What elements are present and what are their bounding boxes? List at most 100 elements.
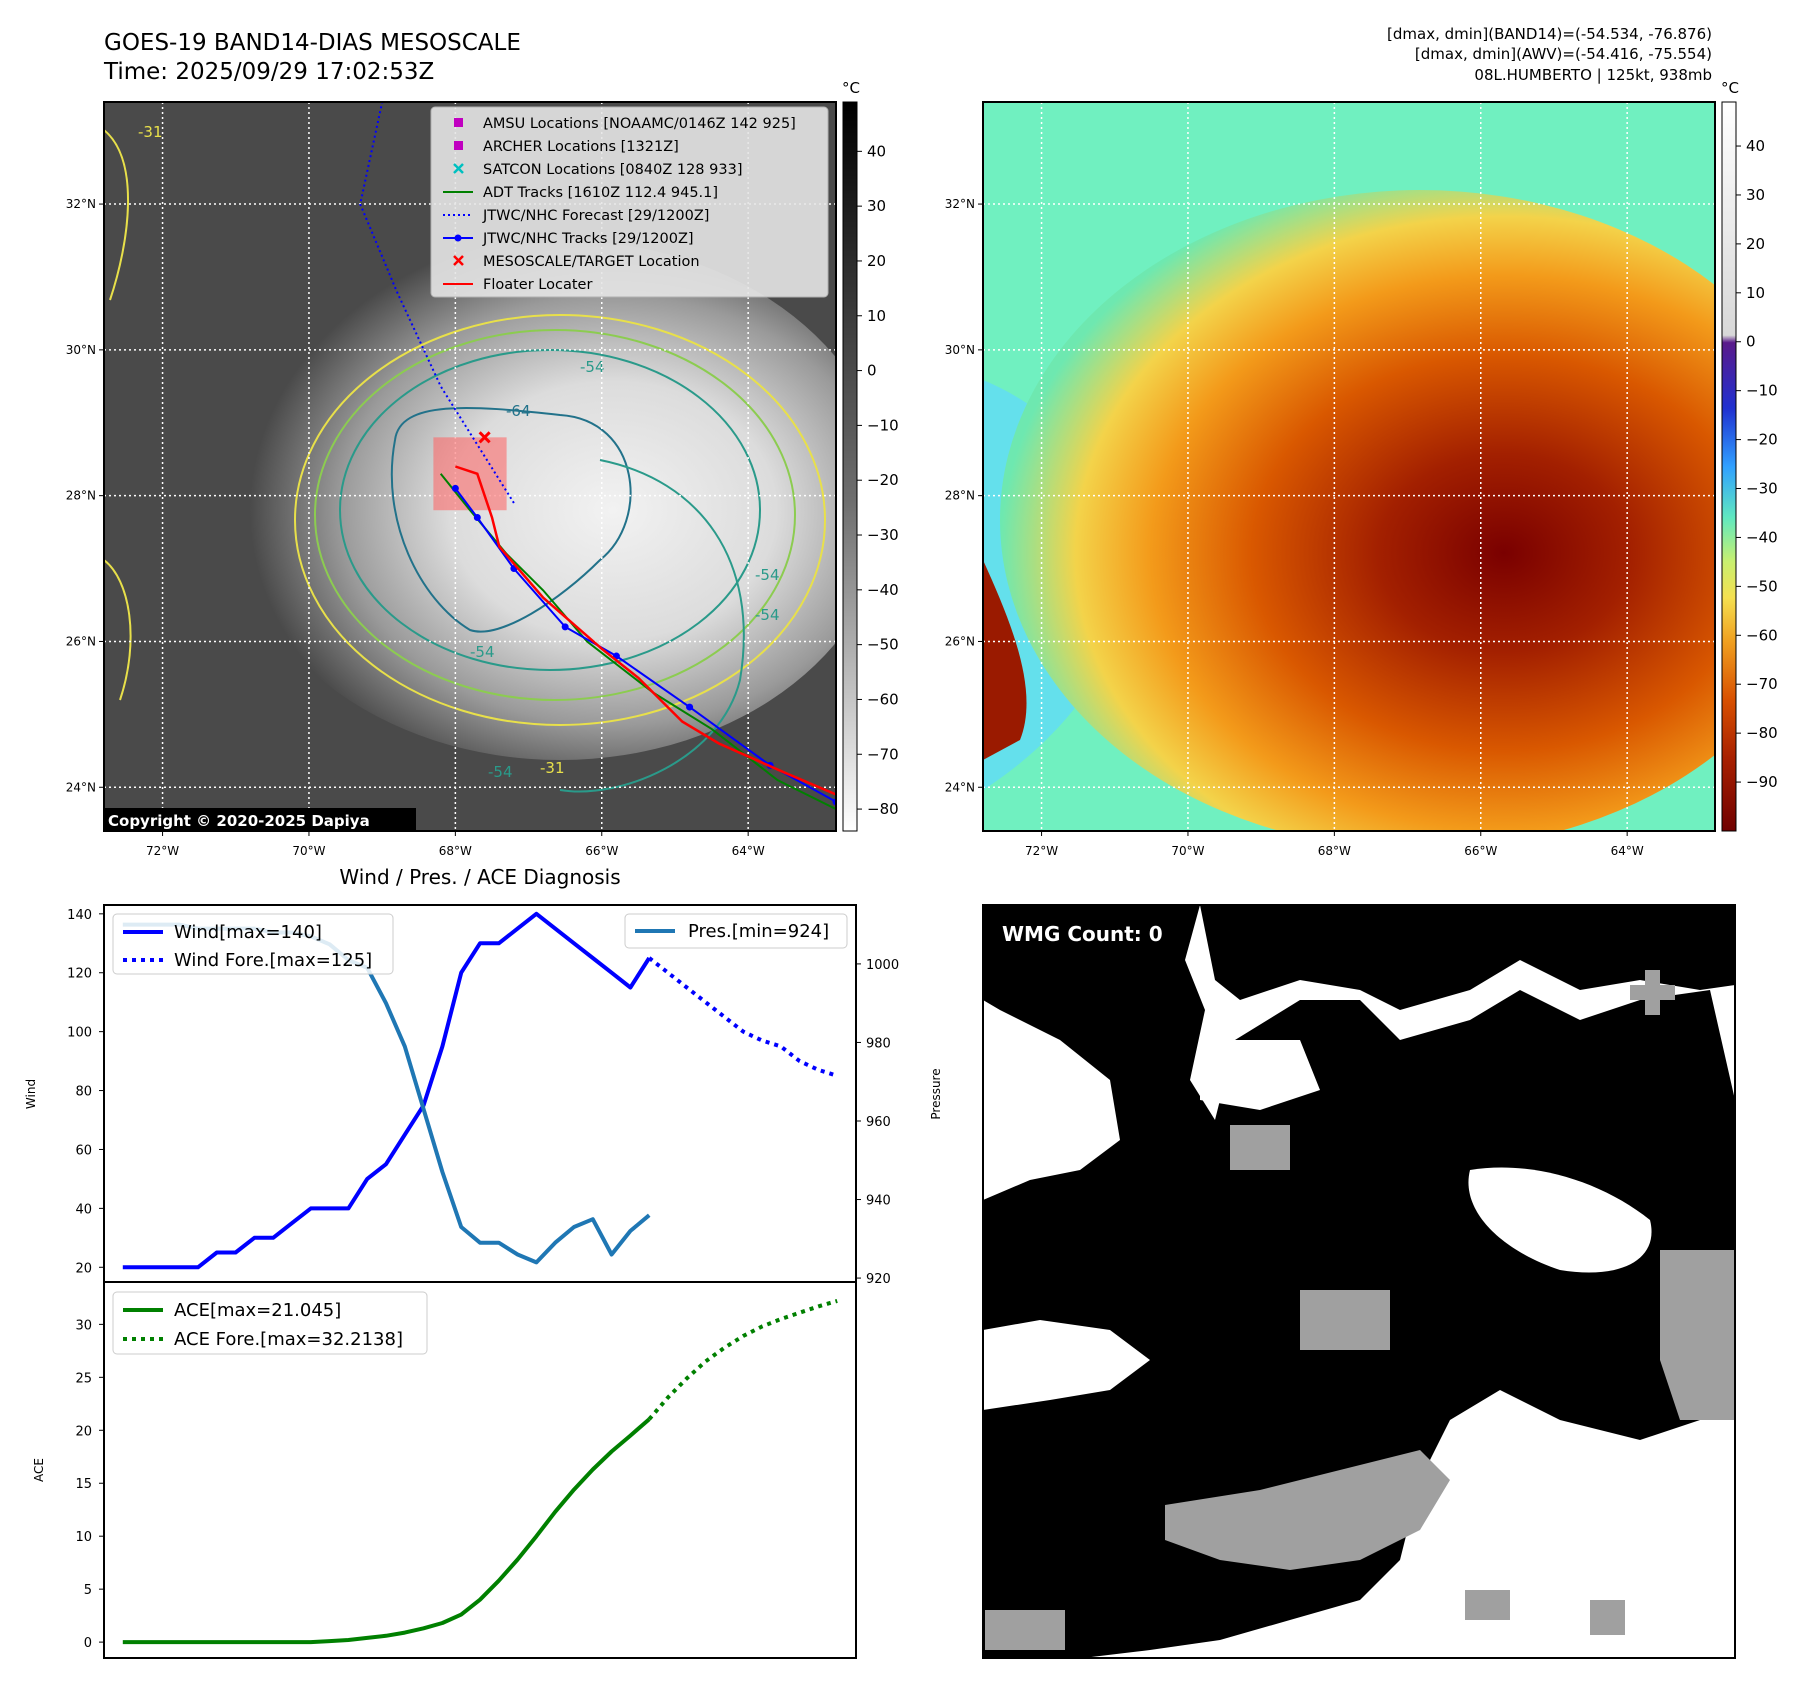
colorbar-tick-label: 30 bbox=[1746, 186, 1765, 204]
colorbar-tick-label: −50 bbox=[867, 636, 899, 654]
legend-label: ARCHER Locations [1321Z] bbox=[483, 139, 679, 155]
contour-label: -54 bbox=[755, 606, 780, 624]
colorbar-tick-label: −40 bbox=[867, 581, 899, 599]
colorbar-tick-label: −40 bbox=[1746, 528, 1778, 546]
jtwc-track-point bbox=[473, 514, 481, 522]
ace-axis-tick-label: 5 bbox=[84, 1583, 92, 1598]
info-band14: [dmax, dmin](BAND14)=(-54.534, -76.876) bbox=[1387, 25, 1712, 43]
pressure-ylabel: Pressure bbox=[929, 1068, 943, 1119]
wmg-gray-patch-2 bbox=[1300, 1290, 1390, 1350]
colorbar-tick-label: 40 bbox=[1746, 137, 1765, 155]
awv-lat-tick-label: 32°N bbox=[945, 197, 975, 211]
pressure-axis-tick-label: 920 bbox=[866, 1272, 891, 1287]
ir-lat-tick-label: 28°N bbox=[66, 489, 96, 503]
target-marker bbox=[478, 431, 491, 444]
colorbar-tick-label: 30 bbox=[867, 197, 886, 215]
awv-colorbar-ticks: 40 30 20 10 0 −10 −20 −30 −40 −50 −60 −70 −80 −90 bbox=[1736, 137, 1778, 791]
ace-axis-tick-label: 0 bbox=[84, 1636, 92, 1651]
colorbar-tick-label: −30 bbox=[1746, 480, 1778, 498]
ace-ylabel: ACE bbox=[32, 1458, 46, 1482]
wind-legend-label: Wind[max=140] bbox=[174, 922, 322, 943]
wmg-gray-band bbox=[1165, 1450, 1450, 1570]
wmg-black-region-top bbox=[1200, 905, 1735, 1010]
ir-contour-band bbox=[559, 459, 745, 793]
floater-box bbox=[433, 437, 507, 511]
contour-label: -54 bbox=[755, 566, 780, 584]
ir-contour-outer bbox=[294, 314, 826, 726]
wmg-gray-patch-1 bbox=[1230, 1125, 1290, 1170]
legend-marker-x bbox=[453, 255, 464, 266]
ir-lon-tick-label: 64°W bbox=[732, 844, 765, 858]
info-storm: 08L.HUMBERTO | 125kt, 938mb bbox=[1474, 66, 1712, 84]
wind-axis-tick-label: 140 bbox=[67, 908, 92, 923]
info-awv: [dmax, dmin](AWV)=(-54.416, -75.554) bbox=[1415, 45, 1712, 63]
legend-label: AMSU Locations [NOAAMC/0146Z 142 925] bbox=[483, 116, 796, 132]
ir-lon-tick-label: 70°W bbox=[292, 844, 325, 858]
awv-gridlines bbox=[983, 102, 1715, 831]
colorbar-tick-label: −60 bbox=[1746, 626, 1778, 644]
colorbar-tick-label: −10 bbox=[1746, 382, 1778, 400]
ir-contour-mid bbox=[314, 329, 796, 701]
colorbar-tick-label: 0 bbox=[867, 362, 877, 380]
wmg-gray-patch-3 bbox=[1660, 1250, 1735, 1420]
awv-lon-tick-label: 70°W bbox=[1171, 844, 1204, 858]
awv-lat-tick-label: 26°N bbox=[945, 634, 975, 648]
ir-colorbar-ticks: 40 30 20 10 0 −10 −20 −30 −40 −50 −60 −70 −80 bbox=[857, 142, 899, 818]
wmg-white-band bbox=[1468, 1167, 1652, 1273]
wmg-gray-patch-4 bbox=[985, 1590, 1625, 1650]
ir-coast-contour bbox=[104, 129, 132, 701]
awv-lon-tick-label: 66°W bbox=[1464, 844, 1497, 858]
pressure-axis-tick-label: 980 bbox=[866, 1036, 891, 1051]
pressure-axis-tick-label: 940 bbox=[866, 1194, 891, 1209]
legend-label: MESOSCALE/TARGET Location bbox=[483, 254, 700, 270]
pres-legend: Pres.[min=924] bbox=[624, 913, 848, 949]
wind-axis-tick-label: 40 bbox=[75, 1202, 92, 1217]
colorbar-tick-label: 20 bbox=[1746, 235, 1765, 253]
ir-lat-tick-label: 26°N bbox=[66, 634, 96, 648]
awv-axes: 72°W 70°W 68°W 66°W 64°W 32°N 30°N 28°N 26°N 24°N bbox=[945, 197, 1644, 858]
legend-label: JTWC/NHC Forecast [29/1200Z] bbox=[482, 208, 709, 224]
colorbar-tick-label: −10 bbox=[867, 416, 899, 434]
wmg-white-patch bbox=[1200, 1040, 1320, 1110]
awv-lat-tick-label: 24°N bbox=[945, 780, 975, 794]
wind-axis-tick-label: 20 bbox=[75, 1261, 92, 1276]
ace-legend-box bbox=[112, 1291, 428, 1355]
ir-axes: 72°W 70°W 68°W 66°W 64°W 32°N 30°N 28°N 26°N 24°N bbox=[66, 197, 765, 858]
colorbar-tick-label: 10 bbox=[1746, 284, 1765, 302]
ir-lon-tick-label: 72°W bbox=[146, 844, 179, 858]
ir-frame bbox=[103, 101, 837, 832]
ir-legend: AMSU Locations [NOAAMC/0146Z 142 925] ARC… bbox=[430, 106, 829, 298]
ace-axis-tick-label: 10 bbox=[75, 1530, 92, 1545]
colorbar-tick-label: −80 bbox=[1746, 724, 1778, 742]
wind-axis-tick-label: 120 bbox=[67, 967, 92, 982]
ir-cloud-shield bbox=[230, 240, 836, 760]
ace-axis-tick-label: 25 bbox=[75, 1371, 92, 1386]
ir-tracks bbox=[359, 102, 836, 810]
legend-label: ADT Tracks [1610Z 112.4 945.1] bbox=[483, 185, 718, 201]
ir-lon-tick-label: 66°W bbox=[585, 844, 618, 858]
awv-lon-tick-label: 64°W bbox=[1611, 844, 1644, 858]
ace-series-line bbox=[122, 1417, 651, 1645]
ace-axis-tick-label: 30 bbox=[75, 1318, 92, 1333]
diag-title: Wind / Pres. / ACE Diagnosis bbox=[339, 865, 620, 889]
ir-contour-labels: -31 -54 -64 -54 -54 -31 -54 -54 bbox=[138, 123, 780, 781]
wmg-frame bbox=[982, 904, 1736, 1659]
contour-label: -54 bbox=[470, 643, 495, 661]
colorbar-tick-label: −50 bbox=[1746, 577, 1778, 595]
wind-axis-tick-label: 60 bbox=[75, 1143, 92, 1158]
ace-legend: ACE[max=21.045] ACE Fore.[max=32.2138] bbox=[112, 1291, 428, 1355]
colorbar-tick-label: −30 bbox=[867, 526, 899, 544]
awv-map-panel bbox=[983, 102, 1715, 831]
ir-lat-tick-label: 30°N bbox=[66, 343, 96, 357]
diag-ticks: 20 40 60 80 100 120 140 920 940 960 980 1000 0 5 10 15 2… bbox=[67, 908, 899, 1651]
wind-legend: Wind[max=140] Wind Fore.[max=125] bbox=[112, 913, 394, 975]
colorbar-tick-label: −20 bbox=[867, 471, 899, 489]
legend-label: Floater Locater bbox=[483, 277, 592, 293]
awv-island bbox=[983, 560, 1027, 760]
contour-label: -31 bbox=[540, 759, 565, 777]
contour-label: -54 bbox=[488, 763, 513, 781]
legend-marker-square bbox=[454, 141, 463, 150]
awv-lat-tick-label: 30°N bbox=[945, 343, 975, 357]
colorbar-tick-label: 0 bbox=[1746, 333, 1756, 351]
